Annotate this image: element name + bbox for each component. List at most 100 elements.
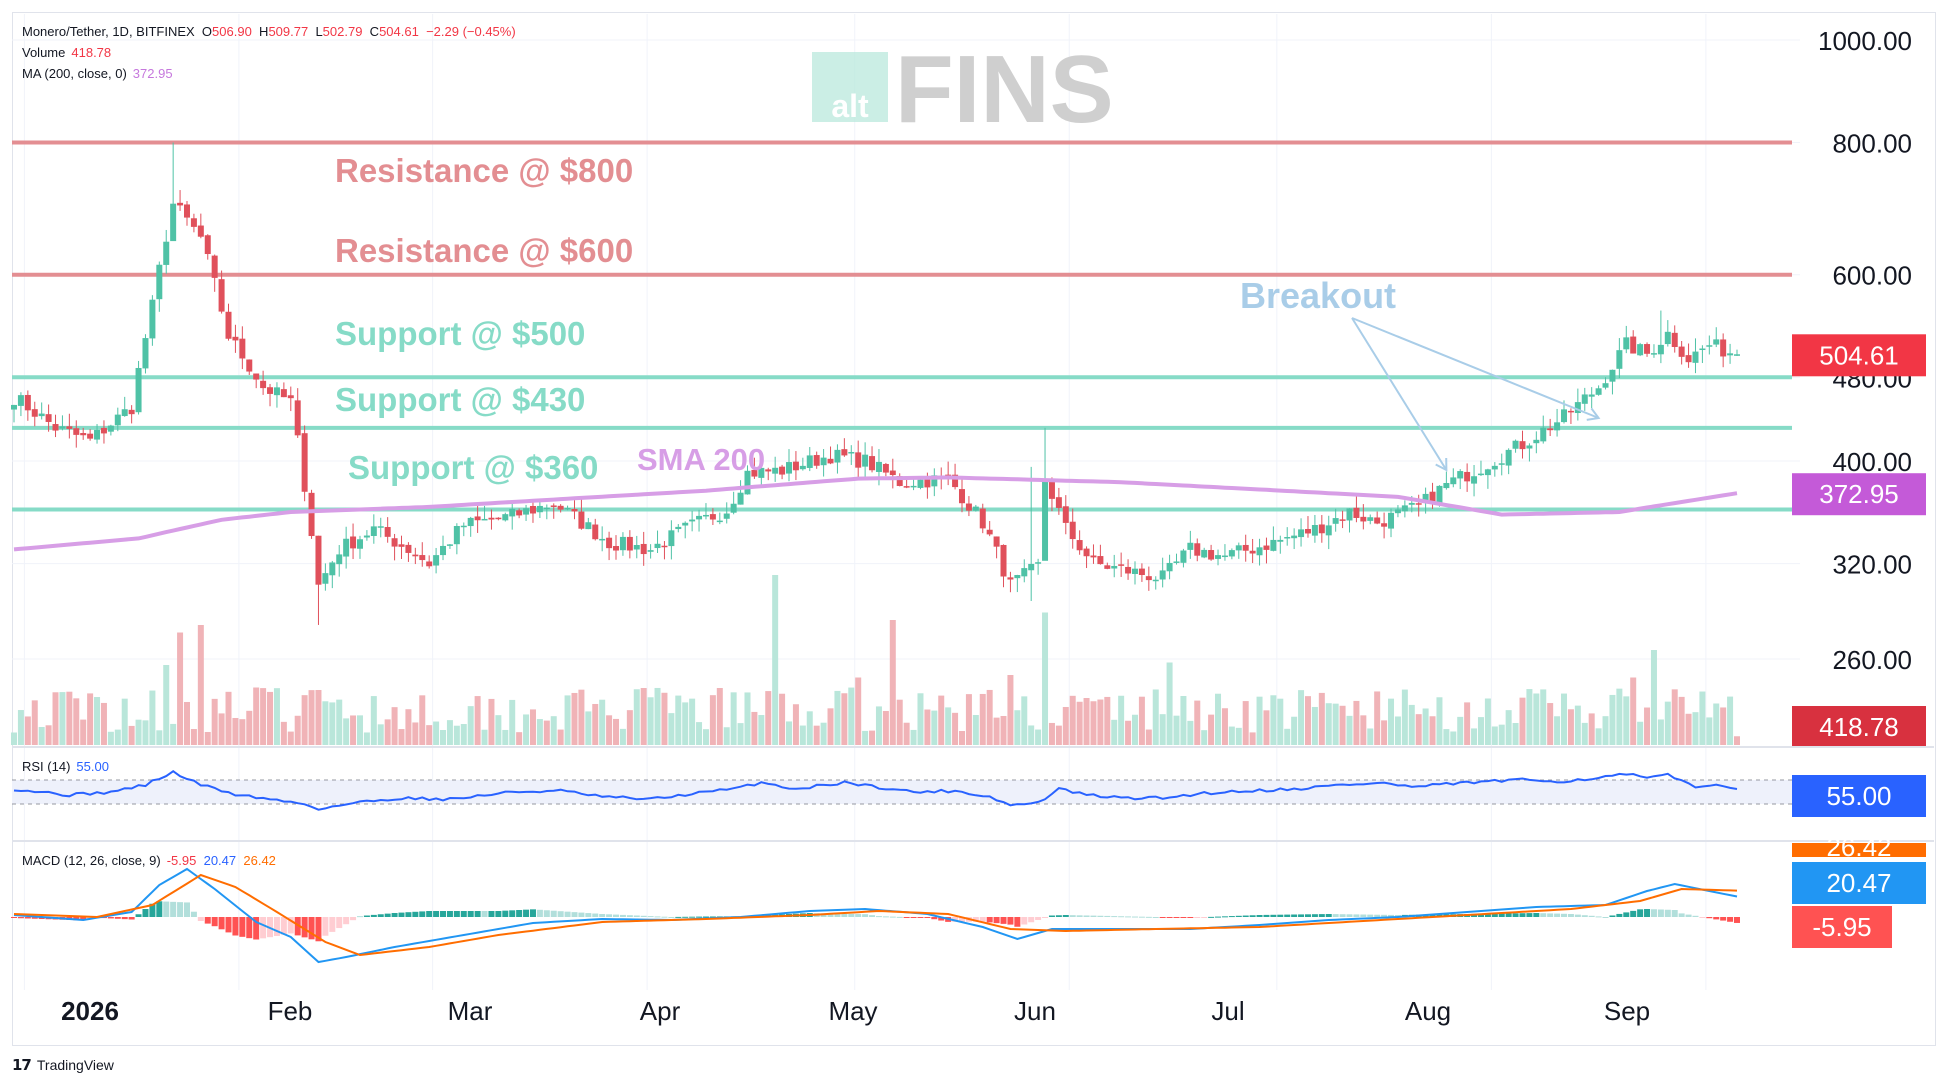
macd-histogram-bar	[661, 916, 668, 918]
volume-bar	[1111, 719, 1118, 745]
watermark-box	[812, 52, 888, 122]
macd-histogram-bar	[1291, 914, 1298, 917]
volume-bar	[1699, 691, 1706, 745]
candle-body	[1291, 535, 1298, 539]
candle-body	[1173, 561, 1180, 563]
level-label-support: Support @ $430	[335, 381, 585, 418]
macd-histogram-bar	[1332, 914, 1339, 917]
candle-body	[343, 538, 350, 557]
macd-histogram-bar	[239, 917, 246, 937]
time-axis-label: Jul	[1211, 996, 1244, 1026]
candle-body	[993, 536, 1000, 547]
macd-histogram-bar	[1180, 917, 1187, 918]
macd-histogram-bar	[453, 911, 460, 917]
macd-histogram-bar	[1554, 913, 1561, 917]
volume-bar	[578, 689, 585, 745]
watermark-name: FINS	[895, 36, 1114, 143]
macd-histogram-bar	[1298, 914, 1305, 917]
macd-histogram-bar	[1256, 915, 1263, 917]
macd-histogram-bar	[1104, 915, 1111, 917]
candle-body	[1505, 449, 1512, 466]
macd-histogram-bar	[578, 912, 585, 917]
macd-histogram-bar	[315, 917, 322, 942]
volume-bar	[149, 690, 156, 745]
macd-histogram-bar	[1277, 914, 1284, 917]
volume-bar	[952, 712, 959, 745]
volume-bar	[1561, 693, 1568, 745]
volume-bar	[1035, 729, 1042, 745]
rsi-line	[13, 769, 1738, 811]
candle-body	[287, 395, 294, 399]
tradingview-brand[interactable]: 𝟭𝟳 TradingView	[12, 1056, 114, 1074]
altfins-watermark: alt FINS	[812, 36, 1114, 143]
volume-bar	[758, 715, 765, 745]
macd-histogram-bar	[1484, 913, 1491, 917]
candle-body	[1256, 547, 1263, 556]
macd-histogram-bar	[1664, 909, 1671, 917]
candle-body	[626, 536, 633, 551]
macd-histogram-bar	[1678, 913, 1685, 917]
candle-body	[751, 469, 758, 477]
time-axis-label: Sep	[1604, 996, 1650, 1026]
candle-body	[1104, 565, 1111, 569]
volume-bar	[1464, 702, 1471, 745]
candle-body	[1367, 517, 1374, 521]
macd-histogram-bar	[938, 917, 945, 921]
volume-bar	[1221, 708, 1228, 745]
volume-bar	[1304, 696, 1311, 745]
volume-bar	[1457, 716, 1464, 745]
macd-histogram-bar	[1588, 915, 1595, 917]
volume-bar	[938, 695, 945, 745]
candle-body	[1221, 555, 1228, 558]
volume-bar	[1062, 706, 1069, 745]
volume-bar	[1332, 703, 1339, 745]
candle-body	[536, 505, 543, 513]
candle-body	[1332, 518, 1339, 524]
volume-bar	[1270, 695, 1277, 745]
candle-body	[121, 409, 128, 417]
volume-bar	[744, 692, 751, 745]
candle-body	[592, 524, 599, 540]
breakout-arrow-line	[1351, 317, 1448, 471]
candle-body	[1304, 528, 1311, 534]
candle-body	[1118, 564, 1125, 566]
candle-body	[1007, 577, 1014, 580]
macd-histogram-bar	[654, 916, 661, 918]
volume-bar	[488, 698, 495, 745]
volume-bar	[273, 688, 280, 745]
volume-bar	[737, 723, 744, 745]
macd-histogram-bar	[1118, 916, 1125, 918]
volume-bar	[647, 697, 654, 745]
macd-histogram-bar	[1138, 916, 1145, 918]
volume-bar	[260, 688, 267, 745]
candle-body	[1048, 480, 1055, 499]
volume-bar	[11, 732, 17, 745]
volume-bar	[1415, 714, 1422, 745]
volume-bar	[862, 730, 869, 745]
volume-bar	[419, 695, 426, 745]
macd-histogram-bar	[626, 915, 633, 917]
candle-body	[917, 479, 924, 488]
macd-histogram-bar	[862, 914, 869, 917]
macd-histogram-bar	[1367, 914, 1374, 917]
macd-histogram-bar	[1644, 909, 1651, 917]
macd-histogram-bar	[1734, 917, 1740, 923]
candle-body	[1069, 521, 1076, 540]
candle-body	[1111, 565, 1118, 569]
volume-bar	[356, 715, 363, 745]
candle-body	[509, 508, 516, 517]
macd-histogram-bar	[1173, 917, 1180, 918]
volume-bar	[370, 696, 377, 745]
time-axis-label: Jun	[1014, 996, 1056, 1026]
ma-label: MA (200, close, 0)	[22, 66, 127, 81]
volume-bar	[1692, 712, 1699, 745]
macd-histogram-bar	[1567, 914, 1574, 917]
macd-histogram-bar	[1657, 909, 1664, 917]
macd-signal-badge-bg	[1792, 843, 1926, 857]
macd-histogram-bar	[190, 911, 197, 917]
volume-bar	[536, 719, 543, 745]
macd-histogram-bar	[834, 913, 841, 917]
candle-body	[426, 561, 433, 567]
volume-bar	[446, 720, 453, 745]
